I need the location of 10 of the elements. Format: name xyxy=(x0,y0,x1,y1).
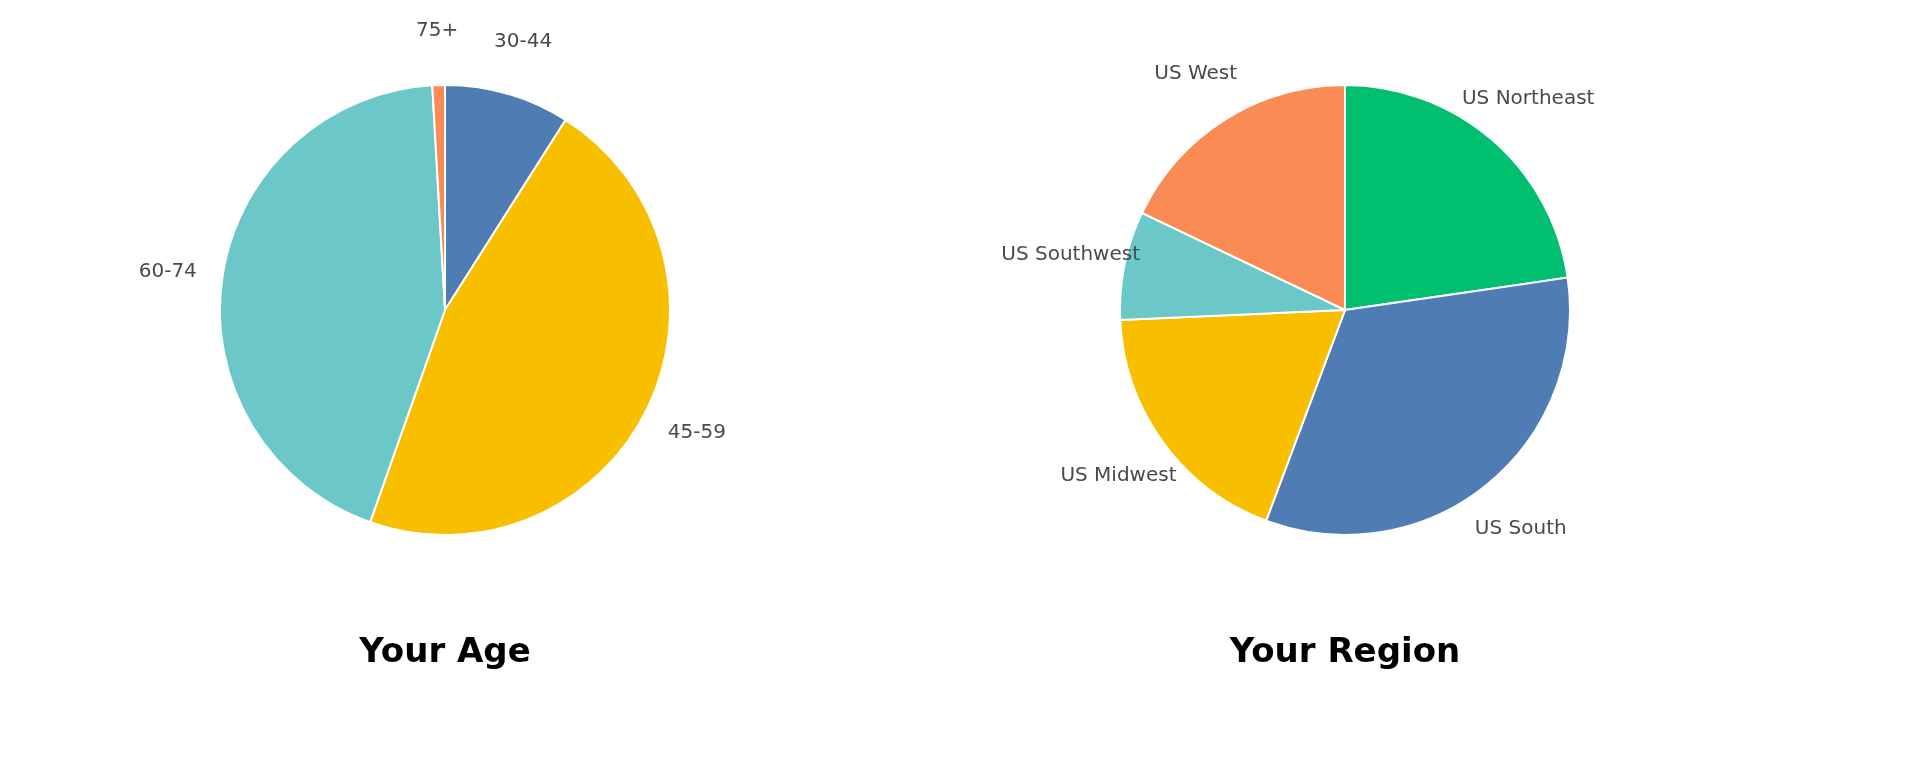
slice-label: US Midwest xyxy=(1060,461,1177,486)
text: Your Age xyxy=(358,630,531,670)
slice-label: US West xyxy=(1154,60,1238,85)
slice-label: 45-59 xyxy=(667,419,726,444)
slice-label: 75+ xyxy=(415,17,459,42)
slice-label: US South xyxy=(1474,514,1567,539)
text: Your Region xyxy=(1228,630,1461,670)
slice-label: US Northeast xyxy=(1461,85,1595,110)
slice-label: 60-74 xyxy=(138,257,197,282)
slice-label: 30-44 xyxy=(494,28,553,53)
